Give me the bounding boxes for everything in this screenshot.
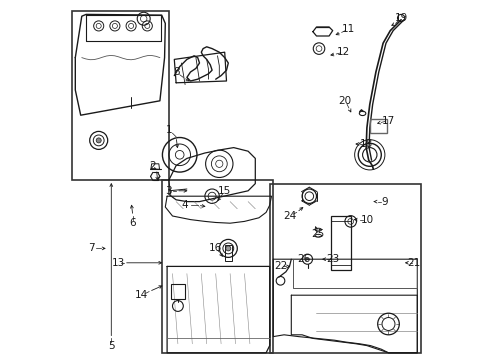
- Text: 26: 26: [297, 254, 310, 264]
- Text: 9: 9: [381, 197, 387, 207]
- Text: 7: 7: [88, 243, 95, 253]
- Bar: [224, 245, 231, 261]
- Text: 15: 15: [218, 186, 231, 196]
- Text: 10: 10: [360, 215, 373, 225]
- Text: 16: 16: [209, 243, 222, 253]
- Text: 14: 14: [135, 290, 148, 300]
- Text: 5: 5: [108, 341, 114, 351]
- Text: 13: 13: [112, 258, 125, 268]
- Bar: [330, 216, 350, 270]
- Bar: [170, 284, 185, 299]
- Text: 21: 21: [406, 258, 420, 268]
- Text: 25: 25: [311, 229, 324, 239]
- Text: 1: 1: [165, 125, 172, 135]
- Text: 20: 20: [338, 96, 351, 106]
- Circle shape: [225, 246, 230, 251]
- Text: 3: 3: [165, 186, 172, 196]
- Text: 2: 2: [149, 161, 156, 171]
- Circle shape: [96, 138, 101, 143]
- Text: 12: 12: [336, 47, 349, 57]
- Text: 11: 11: [342, 24, 355, 34]
- Text: 18: 18: [360, 139, 373, 149]
- Text: 4: 4: [182, 200, 188, 210]
- Text: 19: 19: [394, 13, 407, 23]
- Bar: [162, 180, 273, 353]
- Text: 22: 22: [273, 261, 286, 271]
- Bar: [72, 11, 168, 180]
- Bar: [269, 184, 420, 353]
- Text: 6: 6: [129, 218, 136, 228]
- Text: 24: 24: [282, 211, 296, 221]
- Bar: [369, 119, 386, 133]
- Text: 8: 8: [172, 67, 179, 77]
- Text: 23: 23: [325, 254, 339, 264]
- Text: 17: 17: [381, 116, 394, 126]
